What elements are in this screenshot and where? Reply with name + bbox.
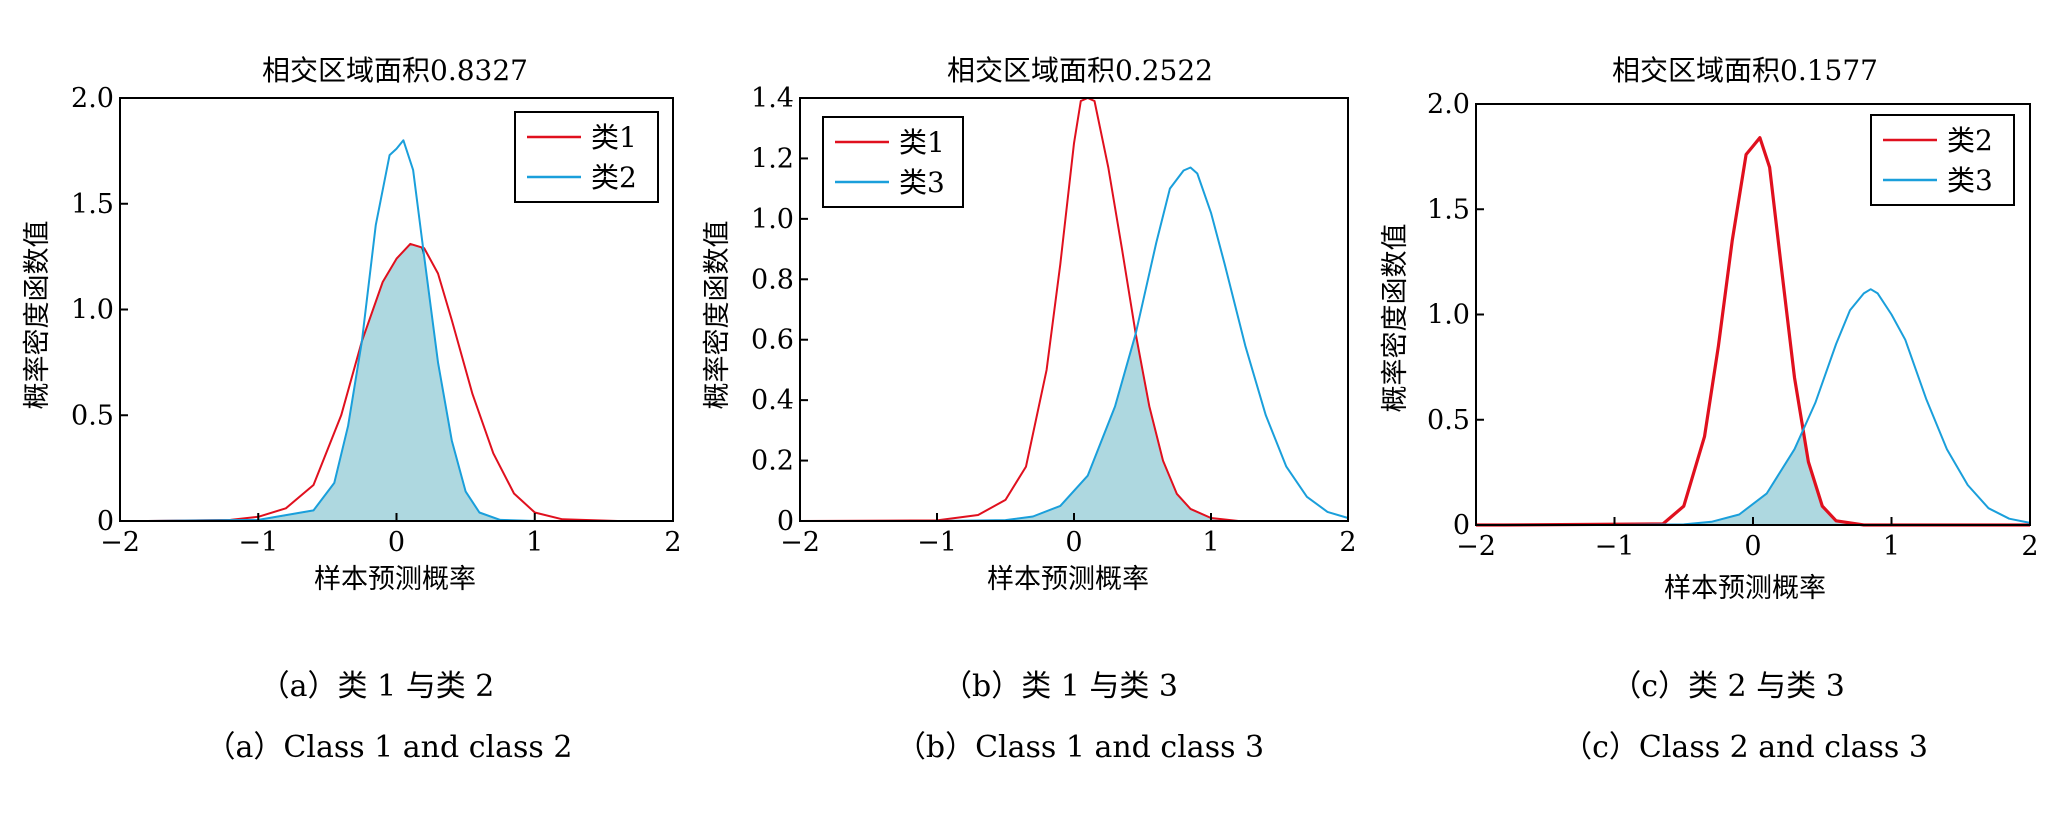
series-line-b-2 [800, 166, 1349, 522]
legend-label-c-1: 类2 [1947, 124, 1993, 157]
caption-c-en: （c）Class 2 and class 3 [1562, 730, 1928, 765]
chart-title-a: 相交区域面积0.8327 [262, 54, 528, 87]
legend-label-a-2: 类2 [591, 161, 637, 194]
x-tick-label-b-0: −2 [780, 527, 820, 558]
legend-label-b-1: 类1 [899, 126, 945, 159]
series-line-a-1 [120, 242, 673, 522]
y-tick-label-b-6: 1.2 [751, 143, 794, 174]
chart-panel-a: 相交区域面积0.8327 样本预测概率 概率密度函数值 −2 −1 0 1 2 0 0.5 1… [22, 54, 682, 595]
x-tick-label-b-3: 1 [1202, 527, 1219, 558]
y-axis-label-c: 概率密度函数值 [1380, 224, 1411, 413]
y-tick-label-b-0: 0 [777, 506, 794, 537]
x-tick-label-a-4: 2 [664, 527, 681, 558]
x-axis-label-b: 样本预测概率 [987, 564, 1149, 595]
x-axis-label-c: 样本预测概率 [1664, 573, 1826, 604]
x-tick-label-a-3: 1 [526, 527, 543, 558]
chart-title-c: 相交区域面积0.1577 [1612, 54, 1878, 87]
chart-title-b: 相交区域面积0.2522 [947, 54, 1213, 87]
x-tick-label-c-4: 2 [2021, 531, 2038, 562]
y-tick-label-b-2: 0.4 [751, 385, 794, 416]
y-axis-label-b: 概率密度函数值 [702, 221, 733, 410]
overlap-area-b [800, 333, 1348, 522]
series-line-b-1 [799, 97, 1348, 522]
y-tick-label-c-4: 2.0 [1427, 89, 1470, 120]
legend-label-a-1: 类1 [591, 121, 637, 154]
legend-box-c [1870, 114, 2015, 206]
captions: （a）类 1 与类 2 （a）Class 1 and class 2 （b）类 … [206, 669, 1928, 765]
chart-panel-c: 相交区域面积0.1577 样本预测概率 概率密度函数值 −2 −1 0 1 2 0 0.5 1… [1380, 54, 2039, 604]
y-tick-label-a-0: 0 [97, 506, 114, 537]
legend-label-b-2: 类3 [899, 166, 945, 199]
x-tick-label-c-0: −2 [1456, 531, 1496, 562]
y-tick-label-b-7: 1.4 [751, 83, 794, 114]
series-line-c-1 [1476, 136, 2030, 527]
legend-label-c-2: 类3 [1947, 164, 1993, 197]
series-line-a-2 [120, 139, 673, 522]
chart-panel-b: 相交区域面积0.2522 样本预测概率 概率密度函数值 −2 −1 0 1 2 0 0.2 0… [702, 54, 1357, 595]
y-axis-label-a: 概率密度函数值 [22, 221, 53, 410]
y-tick-label-c-0: 0 [1453, 510, 1470, 541]
caption-b-en: （b）Class 1 and class 3 [896, 730, 1264, 765]
y-tick-label-a-2: 1.0 [71, 295, 114, 326]
x-tick-label-b-4: 2 [1339, 527, 1356, 558]
y-tick-label-b-5: 1.0 [751, 204, 794, 235]
x-tick-label-c-3: 1 [1883, 531, 1900, 562]
y-tick-label-b-3: 0.6 [751, 325, 794, 356]
y-tick-label-c-2: 1.0 [1427, 300, 1470, 331]
y-tick-label-c-1: 0.5 [1427, 405, 1470, 436]
x-tick-label-c-1: −1 [1595, 531, 1635, 562]
caption-b-zh: （b）类 1 与类 3 [942, 669, 1178, 704]
x-tick-label-c-2: 0 [1744, 531, 1761, 562]
overlap-area-a [120, 243, 673, 522]
caption-a-zh: （a）类 1 与类 2 [260, 669, 495, 704]
x-tick-label-a-0: −2 [100, 527, 140, 558]
series-line-c-2 [1476, 288, 2031, 526]
x-tick-label-a-2: 0 [388, 527, 405, 558]
caption-c-zh: （c）类 2 与类 3 [1611, 669, 1845, 704]
y-tick-label-a-3: 1.5 [71, 189, 114, 220]
x-tick-label-a-1: −1 [238, 527, 278, 558]
y-tick-label-a-4: 2.0 [71, 83, 114, 114]
legend-box-a [514, 111, 659, 203]
legend-box-b [822, 116, 964, 208]
y-tick-label-c-3: 1.5 [1427, 194, 1470, 225]
x-axis-label-a: 样本预测概率 [314, 564, 476, 595]
caption-a-en: （a）Class 1 and class 2 [206, 730, 573, 765]
x-tick-label-b-1: −1 [917, 527, 957, 558]
y-tick-label-b-1: 0.2 [751, 446, 794, 477]
x-tick-label-b-2: 0 [1065, 527, 1082, 558]
y-tick-label-b-4: 0.8 [751, 264, 794, 295]
y-tick-label-a-1: 0.5 [71, 400, 114, 431]
